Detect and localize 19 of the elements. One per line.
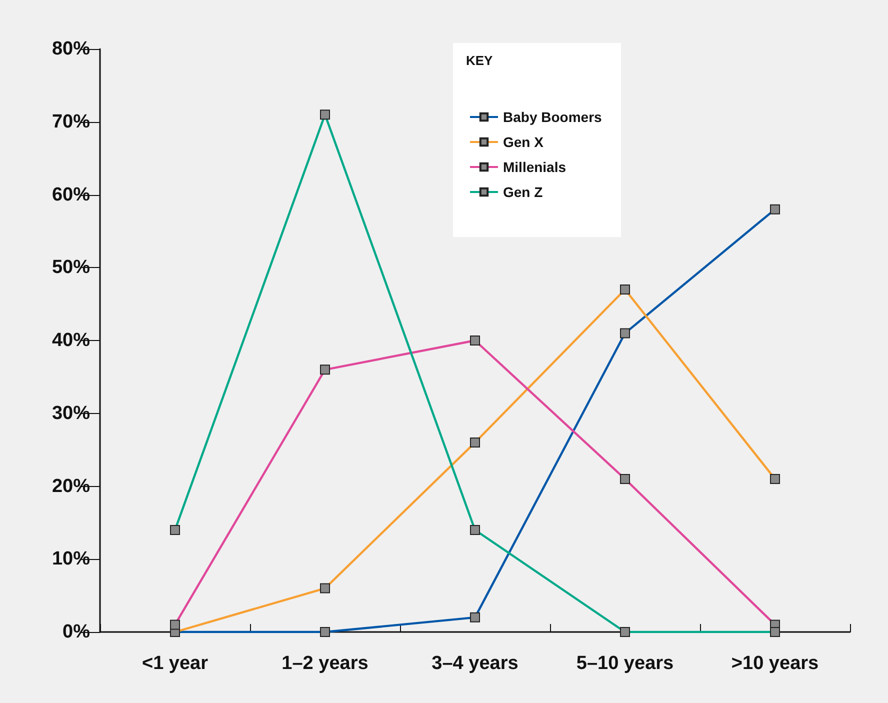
x-tick-label: <1 year <box>142 653 209 674</box>
y-tick-label: 40% <box>52 330 90 351</box>
x-tick-label: 5–10 years <box>576 653 674 674</box>
y-tick-label: 30% <box>52 402 90 424</box>
x-tick-label: 3–4 years <box>432 653 518 674</box>
x-tick-label: >10 years <box>731 653 819 674</box>
legend-label: Gen X <box>503 134 544 150</box>
y-tick-label: 60% <box>52 184 90 206</box>
legend-title: KEY <box>466 53 494 68</box>
legend-label: Gen Z <box>503 184 544 200</box>
y-tick-label: 80% <box>52 38 90 60</box>
y-tick-label: 70% <box>52 111 90 132</box>
y-tick-label: 10% <box>52 548 90 570</box>
y-tick-label: 0% <box>62 622 90 642</box>
x-tick-label: 1–2 years <box>282 653 368 674</box>
y-tick-label: 50% <box>52 257 90 278</box>
legend-label: Baby Boomers <box>503 109 602 125</box>
y-tick-label: 20% <box>52 476 90 497</box>
legend-label: Millenials <box>503 159 566 175</box>
